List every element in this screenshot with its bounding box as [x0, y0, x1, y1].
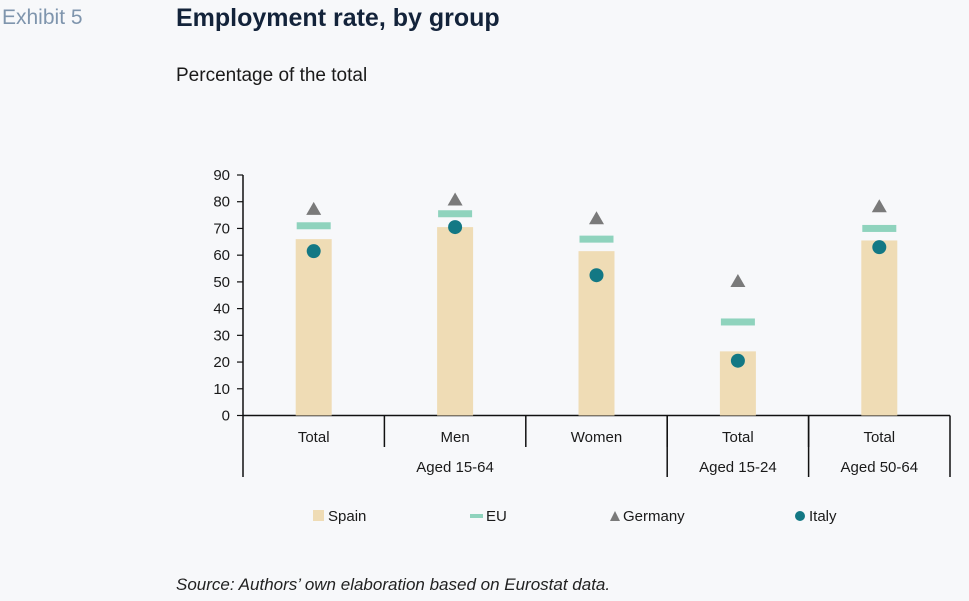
y-tick-label: 80: [213, 194, 230, 211]
italy-marker: [448, 220, 463, 235]
y-tick-label: 10: [213, 381, 230, 398]
germany-marker: [306, 201, 322, 215]
y-tick-label: 50: [213, 274, 230, 291]
group-label: Aged 50-64: [841, 459, 919, 476]
y-tick-label: 20: [213, 354, 230, 371]
exhibit-label: Exhibit 5: [2, 6, 83, 29]
legend-label-germany: Germany: [623, 508, 685, 525]
chart-subtitle: Percentage of the total: [176, 65, 368, 86]
eu-marker: [296, 222, 331, 230]
eu-marker: [438, 210, 473, 218]
group-label: Aged 15-24: [699, 459, 777, 476]
spain-bar: [861, 240, 898, 416]
legend-label-eu: EU: [486, 508, 507, 525]
legend-swatch-germany: [610, 511, 620, 521]
x-tick-label: Total: [298, 429, 330, 446]
italy-marker: [306, 244, 321, 259]
y-tick-label: 0: [222, 408, 230, 425]
chart-title: Employment rate, by group: [176, 4, 500, 32]
legend-swatch-italy: [795, 511, 805, 521]
eu-marker: [862, 224, 897, 232]
legend-swatch-eu: [470, 514, 483, 518]
spain-bar: [437, 227, 474, 416]
x-tick-label: Total: [863, 429, 895, 446]
germany-marker: [730, 274, 746, 288]
germany-marker: [871, 199, 887, 213]
germany-marker: [589, 211, 604, 225]
eu-marker: [720, 318, 755, 326]
y-tick-label: 30: [213, 327, 230, 344]
italy-marker: [730, 353, 745, 368]
y-tick-label: 60: [213, 247, 230, 264]
group-label: Aged 15-64: [416, 459, 494, 476]
x-tick-label: Men: [441, 429, 470, 446]
x-tick-label: Total: [722, 429, 754, 446]
y-tick-label: 40: [213, 301, 230, 318]
italy-marker: [872, 240, 887, 255]
y-tick-label: 70: [213, 220, 230, 237]
legend-swatch-spain: [313, 510, 324, 521]
source-note: Source: Authors’ own elaboration based o…: [176, 575, 611, 594]
italy-marker: [589, 268, 604, 283]
y-tick-label: 90: [213, 167, 230, 184]
eu-marker: [579, 235, 614, 243]
legend-label-italy: Italy: [809, 508, 837, 525]
spain-bar: [295, 239, 332, 416]
x-tick-label: Women: [571, 429, 622, 446]
germany-marker: [447, 192, 463, 206]
legend-label-spain: Spain: [328, 508, 366, 525]
